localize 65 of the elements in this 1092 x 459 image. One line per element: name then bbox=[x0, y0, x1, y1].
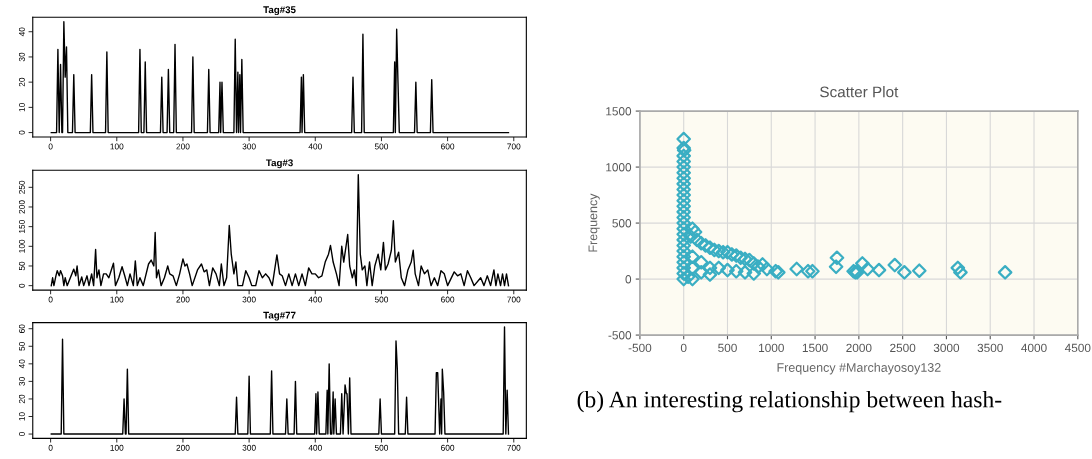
y-tick-label: 50 bbox=[18, 341, 25, 351]
x-tick-label: 200 bbox=[176, 296, 190, 303]
x-tick-label: 600 bbox=[441, 444, 455, 451]
y-tick-label: 30 bbox=[18, 377, 25, 386]
y-tick-label: 200 bbox=[18, 200, 25, 214]
x-tick-label: 3000 bbox=[933, 343, 960, 353]
x-tick-label: 400 bbox=[308, 143, 322, 150]
y-tick-label: 0 bbox=[18, 432, 25, 437]
x-tick-label: 100 bbox=[110, 296, 124, 303]
x-tick-label: 1000 bbox=[759, 343, 784, 353]
chart-title: Scatter Plot bbox=[820, 86, 899, 98]
x-tick-label: 700 bbox=[507, 444, 521, 451]
x-tick-label: 200 bbox=[176, 143, 190, 150]
y-tick-label: -500 bbox=[608, 331, 632, 340]
y-tick-label: 40 bbox=[18, 27, 25, 37]
y-tick-label: 0 bbox=[625, 275, 632, 284]
x-tick-label: 4500 bbox=[1064, 343, 1091, 353]
x-tick-label: 400 bbox=[308, 296, 322, 303]
x-tick-label: 700 bbox=[507, 296, 521, 303]
y-tick-label: 1000 bbox=[606, 163, 632, 172]
y-tick-label: 40 bbox=[18, 359, 25, 369]
x-axis-title: Frequency #Marchayosoy132 bbox=[777, 362, 941, 375]
x-tick-label: 600 bbox=[441, 143, 455, 150]
x-tick-label: 300 bbox=[242, 143, 256, 150]
x-tick-label: 0 bbox=[680, 343, 687, 353]
x-tick-label: 100 bbox=[110, 143, 124, 150]
y-tick-label: 0 bbox=[18, 283, 25, 288]
x-tick-label: 0 bbox=[48, 296, 53, 303]
x-tick-label: 300 bbox=[242, 296, 256, 303]
x-tick-label: 300 bbox=[242, 444, 256, 451]
x-tick-label: 2500 bbox=[890, 343, 916, 353]
x-tick-label: 3500 bbox=[977, 343, 1003, 353]
y-tick-label: 50 bbox=[18, 261, 25, 271]
y-tick-label: 250 bbox=[18, 180, 25, 194]
y-tick-label: 10 bbox=[18, 103, 25, 112]
chart-title: Tag#77 bbox=[263, 311, 296, 321]
x-tick-label: 400 bbox=[308, 444, 322, 451]
x-tick-label: 0 bbox=[48, 444, 53, 451]
y-tick-label: 10 bbox=[18, 412, 25, 421]
x-tick-label: 200 bbox=[176, 444, 190, 451]
x-tick-label: 500 bbox=[718, 343, 737, 353]
chart-title: Tag#3 bbox=[265, 159, 293, 169]
x-tick-label: 500 bbox=[374, 296, 389, 303]
x-tick-label: 600 bbox=[441, 296, 455, 303]
x-tick-label: 1500 bbox=[802, 343, 828, 353]
x-tick-label: -500 bbox=[628, 343, 652, 353]
y-axis-title: Frequency bbox=[588, 193, 600, 252]
y-tick-label: 150 bbox=[18, 220, 25, 233]
chart-title: Tag#35 bbox=[263, 6, 296, 16]
y-tick-label: 60 bbox=[18, 324, 25, 333]
y-tick-label: 20 bbox=[18, 77, 25, 87]
x-tick-label: 4000 bbox=[1021, 343, 1047, 353]
y-tick-label: 1500 bbox=[606, 107, 632, 116]
x-tick-label: 0 bbox=[48, 143, 53, 150]
y-tick-label: 0 bbox=[18, 130, 25, 135]
y-tick-label: 30 bbox=[18, 52, 25, 62]
y-tick-label: 20 bbox=[18, 394, 25, 404]
y-tick-label: 100 bbox=[18, 239, 25, 253]
x-tick-label: 2000 bbox=[846, 343, 872, 353]
text: (b) An interesting relationship between hash- bbox=[577, 390, 1002, 413]
x-tick-label: 100 bbox=[110, 444, 124, 451]
x-tick-label: 500 bbox=[374, 444, 389, 451]
x-tick-label: 500 bbox=[374, 143, 389, 150]
x-tick-label: 700 bbox=[507, 143, 521, 150]
y-tick-label: 500 bbox=[612, 219, 632, 228]
